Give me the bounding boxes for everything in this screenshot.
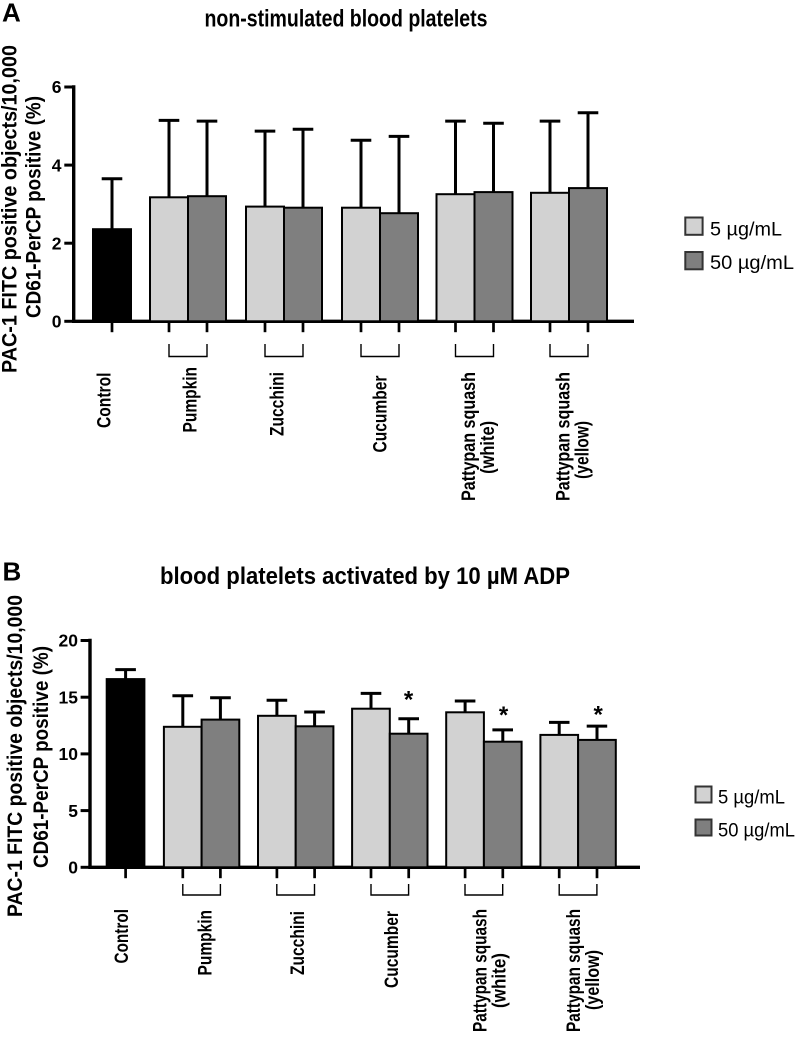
svg-text:non-stimulated blood platelets: non-stimulated blood platelets: [205, 6, 488, 33]
svg-text:15: 15: [59, 687, 79, 707]
svg-text:5: 5: [68, 801, 78, 821]
svg-text:blood platelets activated by 1: blood platelets activated by 10 µM ADP: [160, 563, 570, 590]
svg-text:50 µg/mL: 50 µg/mL: [710, 252, 794, 274]
svg-text:4: 4: [52, 155, 62, 175]
svg-text:0: 0: [68, 858, 78, 878]
svg-text:50 µg/mL: 50 µg/mL: [718, 820, 795, 842]
svg-text:A: A: [2, 0, 21, 28]
svg-text:Pumpkin: Pumpkin: [180, 367, 201, 433]
svg-text:Pattypan squash: Pattypan squash: [553, 372, 574, 501]
svg-text:6: 6: [52, 77, 62, 97]
svg-text:Control: Control: [112, 909, 133, 964]
svg-text:20: 20: [59, 631, 79, 651]
svg-text:PAC-1 FITC positive objects/10: PAC-1 FITC positive objects/10,000: [0, 45, 22, 373]
svg-text:Zucchini: Zucchini: [288, 911, 309, 975]
svg-text:5 µg/mL: 5 µg/mL: [718, 787, 785, 809]
svg-text:B: B: [3, 557, 22, 587]
svg-text:(white): (white): [478, 421, 499, 474]
svg-text:*: *: [594, 702, 604, 729]
svg-text:(white): (white): [490, 953, 511, 1008]
svg-text:Pattypan squash: Pattypan squash: [471, 909, 492, 1032]
svg-text:*: *: [499, 702, 509, 729]
svg-text:5 µg/mL: 5 µg/mL: [710, 219, 782, 241]
svg-text:2: 2: [52, 233, 62, 253]
svg-text:Zucchini: Zucchini: [268, 372, 289, 436]
svg-text:Pattypan squash: Pattypan squash: [564, 909, 585, 1032]
svg-text:Control: Control: [95, 373, 116, 429]
svg-text:Cucumber: Cucumber: [370, 375, 391, 452]
svg-text:(yellow): (yellow): [583, 950, 604, 1010]
svg-text:CD61-PerCP positive (%): CD61-PerCP positive (%): [23, 96, 46, 318]
svg-text:Cucumber: Cucumber: [382, 911, 403, 988]
svg-text:Pumpkin: Pumpkin: [196, 910, 217, 976]
svg-text:(yellow): (yellow): [573, 421, 594, 479]
svg-text:10: 10: [59, 744, 79, 764]
svg-text:CD61-PerCP positive (%): CD61-PerCP positive (%): [30, 646, 53, 868]
svg-text:*: *: [404, 687, 414, 714]
svg-text:0: 0: [52, 312, 62, 332]
svg-text:PAC-1 FITC positive objects/10: PAC-1 FITC positive objects/10,000: [4, 595, 27, 917]
svg-text:Pattypan squash: Pattypan squash: [459, 372, 480, 501]
